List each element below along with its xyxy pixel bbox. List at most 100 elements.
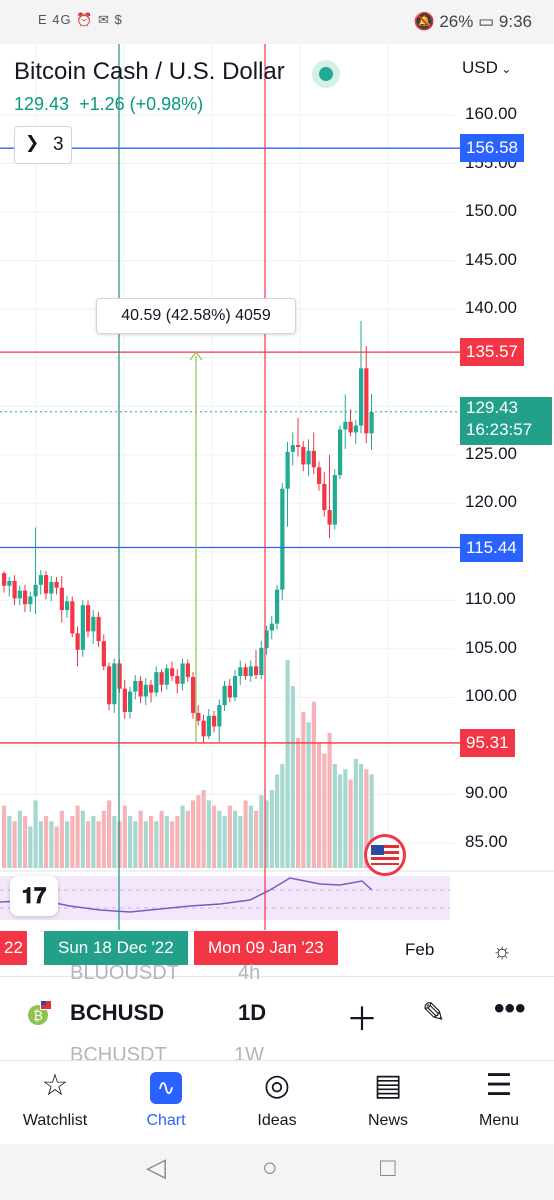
volume-bar: [170, 821, 175, 868]
volume-bar: [133, 821, 138, 868]
nav-news[interactable]: ▤ News: [333, 1066, 443, 1130]
volume-bar: [107, 800, 112, 868]
candle-body: [301, 446, 306, 465]
candle-body: [70, 601, 75, 634]
candle-body: [159, 672, 164, 685]
volume-bar: [38, 821, 43, 868]
volume-bar: [311, 701, 316, 868]
nav-ideas[interactable]: ◎ Ideas: [222, 1066, 332, 1130]
candle-body: [196, 712, 201, 721]
candle-body: [44, 575, 49, 594]
volume-bar: [112, 816, 117, 868]
home-circle-icon[interactable]: ○: [262, 1152, 278, 1182]
candle-body: [259, 647, 264, 676]
candle-body: [222, 685, 227, 706]
recents-square-icon[interactable]: □: [380, 1152, 396, 1182]
candle-body: [306, 450, 311, 465]
tradingview-logo: 𝟏𝟕: [10, 876, 58, 916]
candle-body: [138, 680, 143, 697]
bitcoin-cash-icon: ₿: [28, 1000, 52, 1025]
candle-body: [180, 663, 185, 684]
news-icon: ▤: [373, 1069, 403, 1102]
candle-body: [322, 483, 327, 511]
volume-bar: [233, 810, 238, 868]
axis-tick-label: 85.00: [465, 832, 508, 851]
us-flag-icon[interactable]: [364, 834, 406, 876]
back-triangle-icon[interactable]: ◁: [146, 1152, 166, 1182]
currency-label: USD: [462, 58, 498, 77]
candle-body: [49, 581, 54, 594]
candle-body: [133, 680, 138, 692]
axis-tick-label: 150.00: [465, 201, 517, 221]
nav-watchlist[interactable]: ☆ Watchlist: [0, 1066, 110, 1130]
candle-body: [2, 573, 7, 586]
indicators-count: 3: [53, 134, 64, 155]
date-tag-first: Sun 18 Dec '22: [44, 931, 188, 965]
volume-bar: [217, 810, 222, 868]
candle-body: [107, 666, 112, 705]
candle-body: [248, 666, 253, 677]
timeframe-button[interactable]: 1D: [238, 1000, 267, 1025]
red-line-tag-bottom: 95.31: [460, 729, 515, 757]
candle-body: [369, 412, 374, 434]
indicators-toggle-button[interactable]: ❯ 3: [14, 126, 72, 164]
add-plus-icon[interactable]: ＋: [346, 1001, 379, 1037]
volume-bar: [65, 821, 70, 868]
more-dots-icon[interactable]: •••: [494, 992, 526, 1025]
volume-bar: [143, 821, 148, 868]
symbol-button[interactable]: BCHUSD: [70, 1000, 165, 1025]
volume-bar: [164, 816, 169, 868]
volume-bar: [7, 816, 12, 868]
candle-body: [285, 451, 290, 489]
volume-bar: [317, 743, 322, 868]
candle-body: [143, 684, 148, 697]
volume-bar: [175, 816, 180, 868]
candle-body: [65, 601, 70, 611]
current-price-value: 129.43: [466, 398, 518, 417]
clock: 9:36: [498, 12, 532, 31]
candle-body: [296, 445, 301, 447]
candle-body: [149, 684, 154, 693]
battery-percent: 26%: [439, 12, 474, 31]
candle-body: [122, 688, 127, 712]
market-status-dot[interactable]: [312, 60, 340, 88]
candle-body: [201, 720, 206, 737]
candle-body: [227, 685, 232, 698]
nav-label: Ideas: [257, 1112, 297, 1129]
bulb-icon: ◎: [263, 1069, 291, 1102]
candle-body: [359, 368, 364, 426]
candle-body: [154, 672, 159, 693]
price-range-measure-label[interactable]: 40.59 (42.58%) 4059: [96, 298, 296, 334]
candle-body: [75, 633, 80, 650]
candle-body: [327, 510, 332, 525]
battery-icon: ▭: [478, 12, 495, 31]
volume-bar: [180, 805, 185, 868]
theme-sun-icon[interactable]: ☼: [492, 938, 513, 963]
candle-body: [348, 421, 353, 433]
volume-bar: [80, 810, 85, 868]
candle-body: [243, 667, 248, 677]
chevron-down-icon: ⌄: [497, 62, 512, 76]
nav-menu[interactable]: ☰ Menu: [444, 1066, 554, 1130]
mute-icon: 🔕: [413, 12, 435, 31]
bottom-navigation: [0, 1060, 554, 1145]
time-axis-feb: Feb: [405, 940, 435, 959]
volume-bar: [2, 805, 7, 868]
volume-bar: [191, 800, 196, 868]
candle-body: [80, 605, 85, 650]
axis-tick-label: 105.00: [465, 637, 517, 657]
volume-bar: [222, 816, 227, 868]
volume-bar: [275, 774, 280, 868]
price-chart[interactable]: [0, 44, 554, 970]
axis-tick-label: 90.00: [465, 783, 508, 803]
currency-selector[interactable]: USD ⌄: [462, 58, 511, 78]
volume-bar: [75, 805, 80, 868]
candle-body: [28, 596, 33, 605]
nav-chart[interactable]: ∿ Chart: [111, 1066, 221, 1130]
volume-bar: [185, 810, 190, 868]
candle-body: [343, 421, 348, 430]
date-tag-second: Mon 09 Jan '23: [194, 931, 338, 965]
volume-bar: [138, 810, 143, 868]
candle-body: [175, 676, 180, 684]
drawing-pen-icon[interactable]: ✎: [422, 997, 446, 1028]
